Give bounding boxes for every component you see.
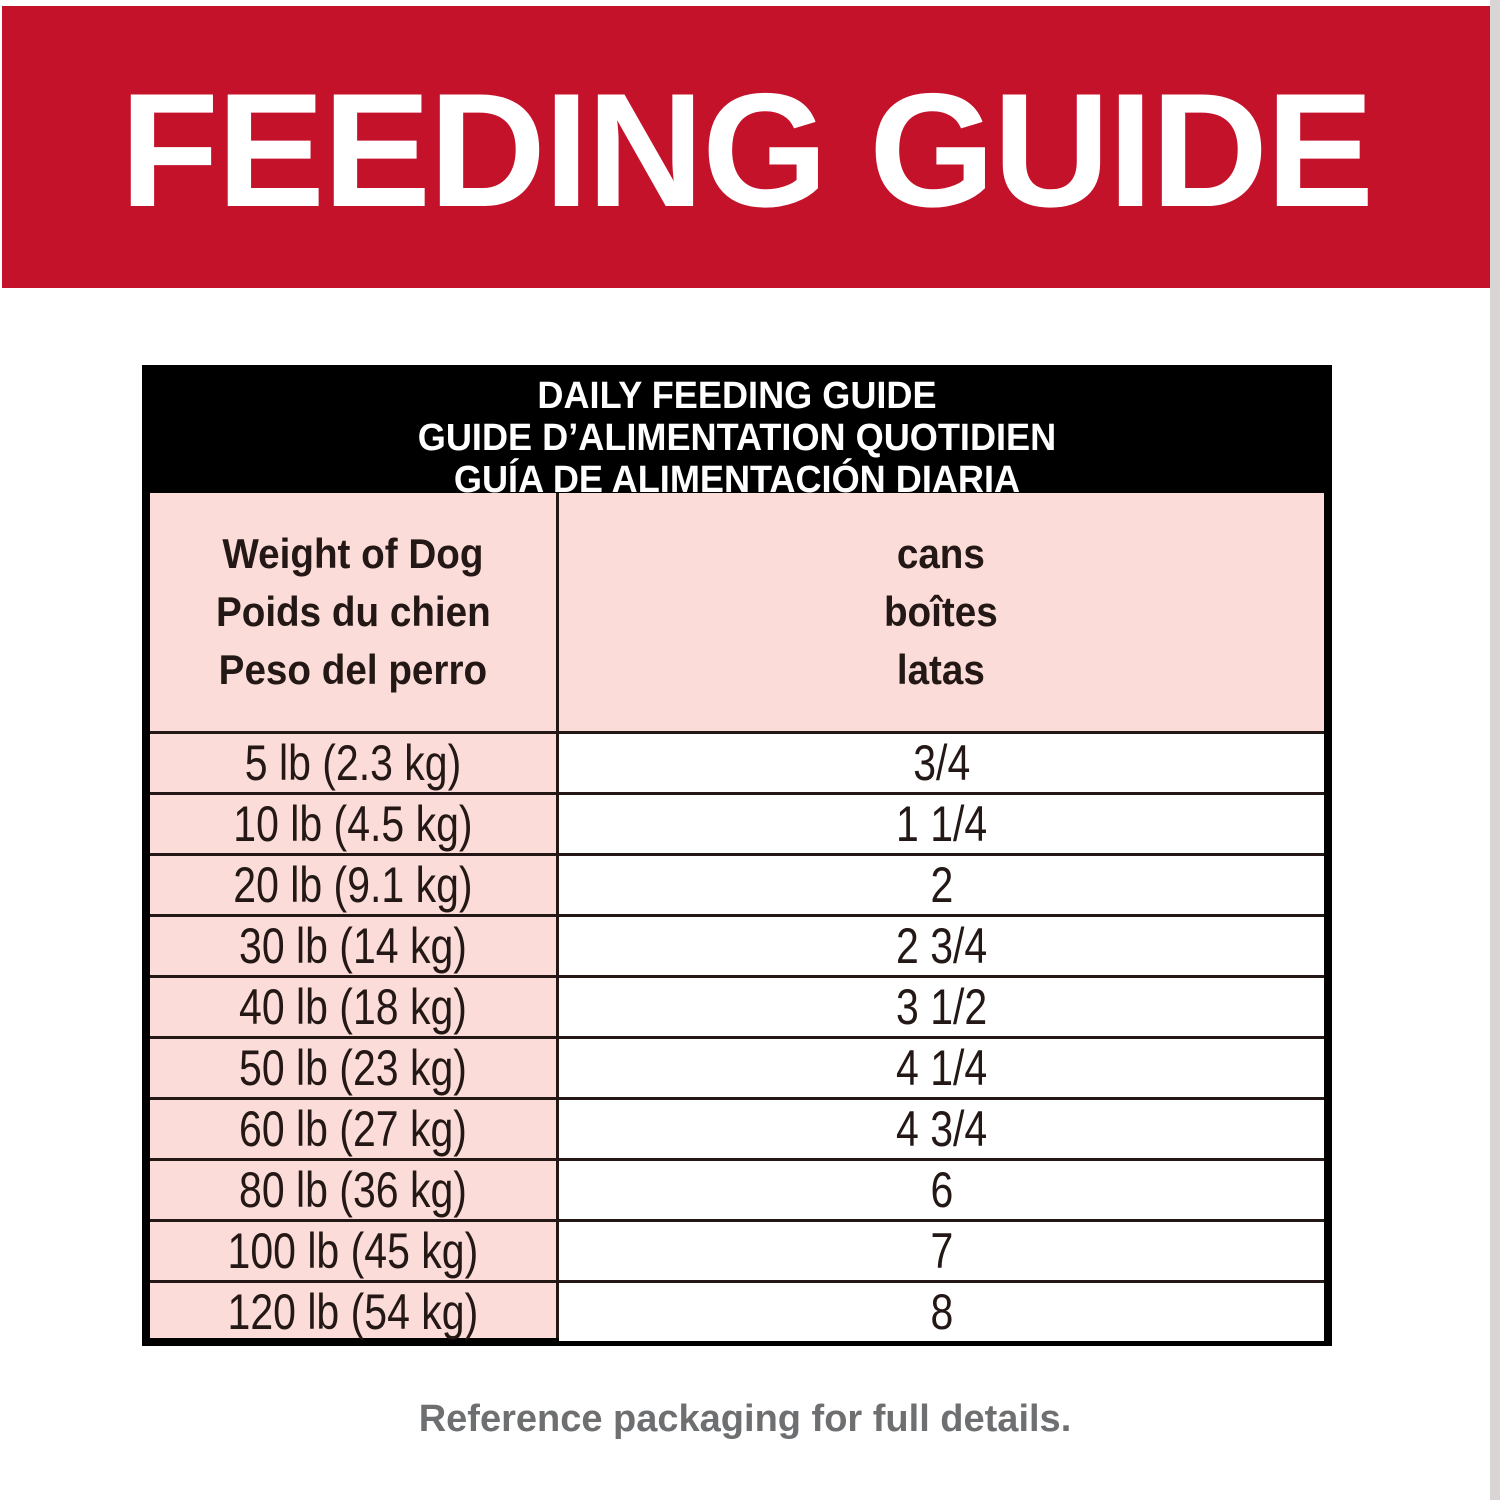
cans-value: 4 3/4 — [895, 1101, 988, 1157]
weight-value: 100 lb (45 kg) — [227, 1223, 479, 1279]
table-title-es: GUÍA DE ALIMENTACIÓN DIARIA — [453, 459, 1021, 501]
weight-value: 80 lb (36 kg) — [239, 1162, 467, 1218]
right-edge — [1490, 0, 1500, 1500]
weight-value: 120 lb (54 kg) — [227, 1284, 479, 1340]
page-title: FEEDING GUIDE — [119, 60, 1374, 241]
weight-cell: 50 lb (23 kg) — [150, 1039, 556, 1097]
table-row: 10 lb (4.5 kg) 1 1/4 — [150, 792, 1324, 853]
cans-cell: 8 — [559, 1283, 1324, 1341]
cans-value: 3 1/2 — [895, 979, 988, 1035]
cans-cell: 7 — [559, 1222, 1324, 1280]
table-row: 20 lb (9.1 kg) 2 — [150, 853, 1324, 914]
weight-value: 10 lb (4.5 kg) — [233, 796, 473, 852]
weight-value: 60 lb (27 kg) — [239, 1101, 467, 1157]
weight-value: 30 lb (14 kg) — [239, 918, 467, 974]
header-weight-en: Weight of Dog — [222, 530, 484, 577]
table-row: 120 lb (54 kg) 8 — [150, 1280, 1324, 1341]
cans-value: 7 — [930, 1223, 953, 1279]
weight-cell: 60 lb (27 kg) — [150, 1100, 556, 1158]
table-body: 5 lb (2.3 kg) 3/4 10 lb (4.5 kg) 1 1/4 20 lb… — [150, 731, 1324, 1341]
cans-cell: 4 1/4 — [559, 1039, 1324, 1097]
weight-cell: 80 lb (36 kg) — [150, 1161, 556, 1219]
cans-cell: 1 1/4 — [559, 795, 1324, 853]
header-cans-es: latas — [896, 646, 986, 693]
weight-cell: 5 lb (2.3 kg) — [150, 734, 556, 792]
cans-cell: 3/4 — [559, 734, 1324, 792]
weight-cell: 30 lb (14 kg) — [150, 917, 556, 975]
column-header-cans: cans boîtes latas — [558, 493, 1324, 731]
cans-cell: 6 — [559, 1161, 1324, 1219]
cans-value: 6 — [930, 1162, 953, 1218]
cans-value: 2 3/4 — [895, 918, 988, 974]
cans-cell: 3 1/2 — [559, 978, 1324, 1036]
weight-value: 5 lb (2.3 kg) — [244, 735, 462, 791]
table-row: 60 lb (27 kg) 4 3/4 — [150, 1097, 1324, 1158]
table-title: DAILY FEEDING GUIDE GUIDE D’ALIMENTATION… — [150, 373, 1324, 501]
footer-note: Reference packaging for full details. — [418, 1398, 1072, 1440]
cans-cell: 4 3/4 — [559, 1100, 1324, 1158]
table-row: 30 lb (14 kg) 2 3/4 — [150, 914, 1324, 975]
header-cans-fr: boîtes — [884, 588, 998, 635]
table-title-fr: GUIDE D’ALIMENTATION QUOTIDIEN — [417, 417, 1057, 459]
table-title-en: DAILY FEEDING GUIDE — [537, 375, 937, 417]
cans-value: 8 — [930, 1284, 953, 1340]
cans-value: 4 1/4 — [895, 1040, 988, 1096]
weight-cell: 120 lb (54 kg) — [150, 1283, 556, 1341]
weight-value: 50 lb (23 kg) — [239, 1040, 467, 1096]
cans-cell: 2 — [559, 856, 1324, 914]
header-weight-fr: Poids du chien — [215, 588, 491, 635]
weight-value: 20 lb (9.1 kg) — [233, 857, 473, 913]
weight-cell: 40 lb (18 kg) — [150, 978, 556, 1036]
header-cans-en: cans — [896, 530, 986, 577]
weight-value: 40 lb (18 kg) — [239, 979, 467, 1035]
weight-cell: 100 lb (45 kg) — [150, 1222, 556, 1280]
header-weight-es: Peso del perro — [218, 646, 488, 693]
cans-value: 3/4 — [912, 735, 970, 791]
cans-value: 2 — [930, 857, 953, 913]
cans-value: 1 1/4 — [895, 796, 988, 852]
table-row: 5 lb (2.3 kg) 3/4 — [150, 731, 1324, 792]
table-row: 50 lb (23 kg) 4 1/4 — [150, 1036, 1324, 1097]
feeding-table: DAILY FEEDING GUIDE GUIDE D’ALIMENTATION… — [142, 365, 1332, 1346]
column-header-weight: Weight of Dog Poids du chien Peso del pe… — [150, 493, 556, 731]
column-divider — [556, 493, 559, 1338]
table-row: 80 lb (36 kg) 6 — [150, 1158, 1324, 1219]
weight-cell: 20 lb (9.1 kg) — [150, 856, 556, 914]
title-banner: FEEDING GUIDE — [2, 6, 1490, 288]
cans-cell: 2 3/4 — [559, 917, 1324, 975]
table-row: 100 lb (45 kg) 7 — [150, 1219, 1324, 1280]
weight-cell: 10 lb (4.5 kg) — [150, 795, 556, 853]
table-row: 40 lb (18 kg) 3 1/2 — [150, 975, 1324, 1036]
